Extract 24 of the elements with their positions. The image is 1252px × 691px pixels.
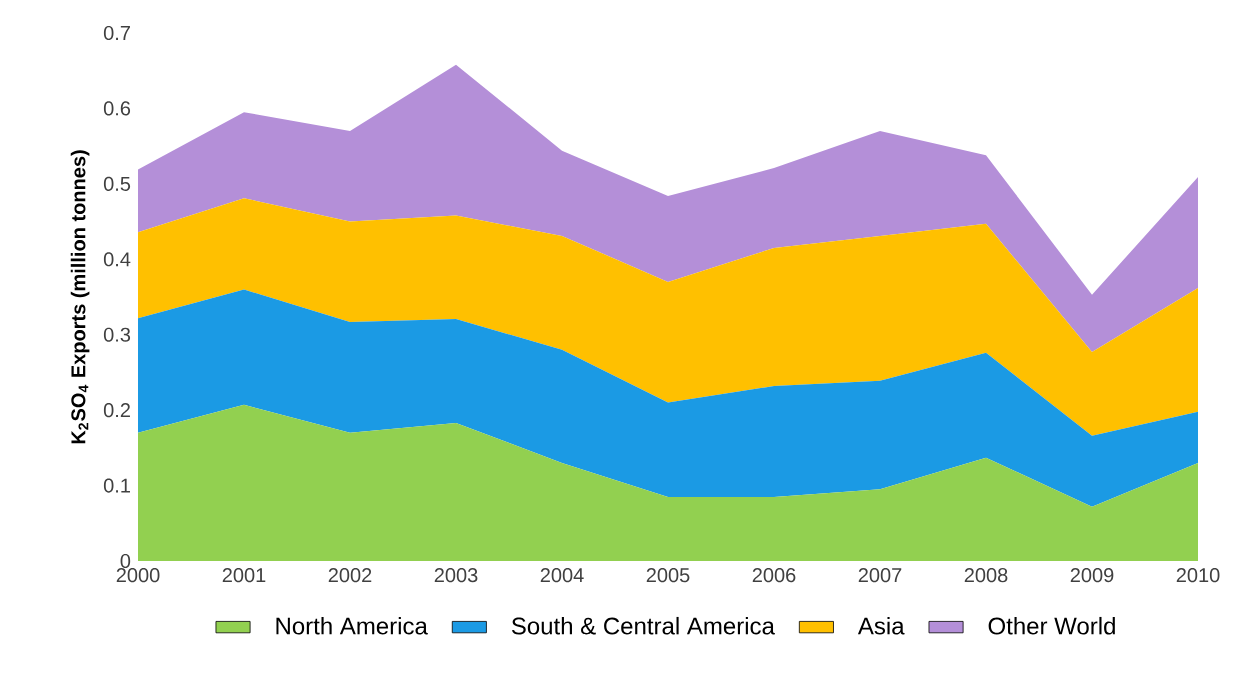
x-tick-label: 2000: [116, 568, 160, 583]
legend-label: South & Central America: [511, 616, 775, 635]
y-tick-label: 0.6: [103, 101, 131, 116]
y-tick-label: 0.5: [103, 176, 131, 191]
y-axis-title: K$_{2}$SO$_{4}$ Exports (million tonnes): [70, 150, 90, 444]
y-tick-label: 0.1: [103, 478, 130, 493]
x-tick-label: 2001: [222, 568, 266, 583]
x-tick-label: 2008: [964, 568, 1008, 583]
x-tick-label: 2004: [540, 568, 584, 583]
legend-label: North America: [276, 616, 428, 635]
y-tick-label: 0: [120, 553, 131, 569]
x-tick-label: 2007: [858, 568, 902, 583]
y-tick-label: 0.4: [103, 252, 131, 267]
x-tick-label: 2006: [752, 568, 796, 583]
x-tick-label: 2003: [434, 568, 478, 583]
legend-label: Asia: [857, 616, 905, 635]
x-tick-label: 2009: [1070, 568, 1114, 583]
x-tick-label: 2002: [328, 568, 372, 583]
y-tick-label: 0.3: [103, 327, 131, 342]
y-tick-label: 0.2: [103, 403, 130, 418]
legend-label: Other World: [988, 616, 1115, 635]
x-tick-label: 2010: [1176, 568, 1220, 583]
x-tick-label: 2005: [646, 568, 690, 583]
y-tick-label: 0.7: [103, 25, 130, 41]
